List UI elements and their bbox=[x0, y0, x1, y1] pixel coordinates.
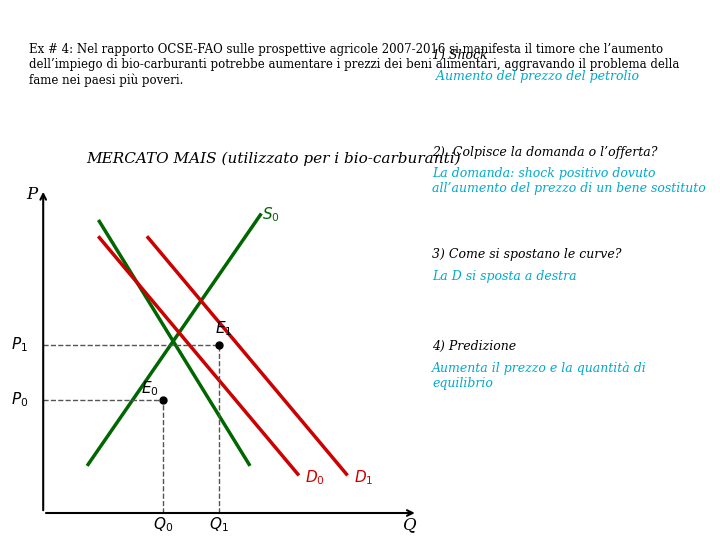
Text: $Q_1$: $Q_1$ bbox=[210, 515, 229, 534]
Text: 2)  Colpisce la domanda o l’offerta?: 2) Colpisce la domanda o l’offerta? bbox=[432, 146, 657, 159]
Text: $D_0$: $D_0$ bbox=[305, 468, 325, 487]
Text: 4) Predizione: 4) Predizione bbox=[432, 340, 516, 353]
Text: $E_0$: $E_0$ bbox=[140, 379, 158, 398]
Text: Aumento del prezzo del petrolio: Aumento del prezzo del petrolio bbox=[432, 70, 639, 83]
Text: $P_1$: $P_1$ bbox=[12, 335, 28, 354]
Text: Aumenta il prezzo e la quantità di
equilibrio: Aumenta il prezzo e la quantità di equil… bbox=[432, 362, 647, 390]
Text: $Q_0$: $Q_0$ bbox=[153, 515, 173, 534]
Text: 1) Shock: 1) Shock bbox=[432, 49, 487, 62]
Text: 3) Come si spostano le curve?: 3) Come si spostano le curve? bbox=[432, 248, 621, 261]
Text: Q: Q bbox=[403, 516, 417, 533]
Text: $S_0$: $S_0$ bbox=[262, 206, 280, 224]
Text: MERCATO MAIS (utilizzato per i bio-carburanti): MERCATO MAIS (utilizzato per i bio-carbu… bbox=[86, 151, 461, 166]
Text: $D_1$: $D_1$ bbox=[354, 468, 374, 487]
Text: P: P bbox=[27, 186, 37, 202]
Text: La domanda: shock positivo dovuto
all’aumento del prezzo di un bene sostituto: La domanda: shock positivo dovuto all’au… bbox=[432, 167, 706, 195]
Text: $P_0$: $P_0$ bbox=[11, 390, 28, 409]
Text: $E_1$: $E_1$ bbox=[215, 319, 233, 338]
Text: Ex # 4: Nel rapporto OCSE-FAO sulle prospettive agricole 2007-2016 si manifesta : Ex # 4: Nel rapporto OCSE-FAO sulle pros… bbox=[29, 43, 679, 87]
Text: La D si sposta a destra: La D si sposta a destra bbox=[432, 270, 577, 283]
